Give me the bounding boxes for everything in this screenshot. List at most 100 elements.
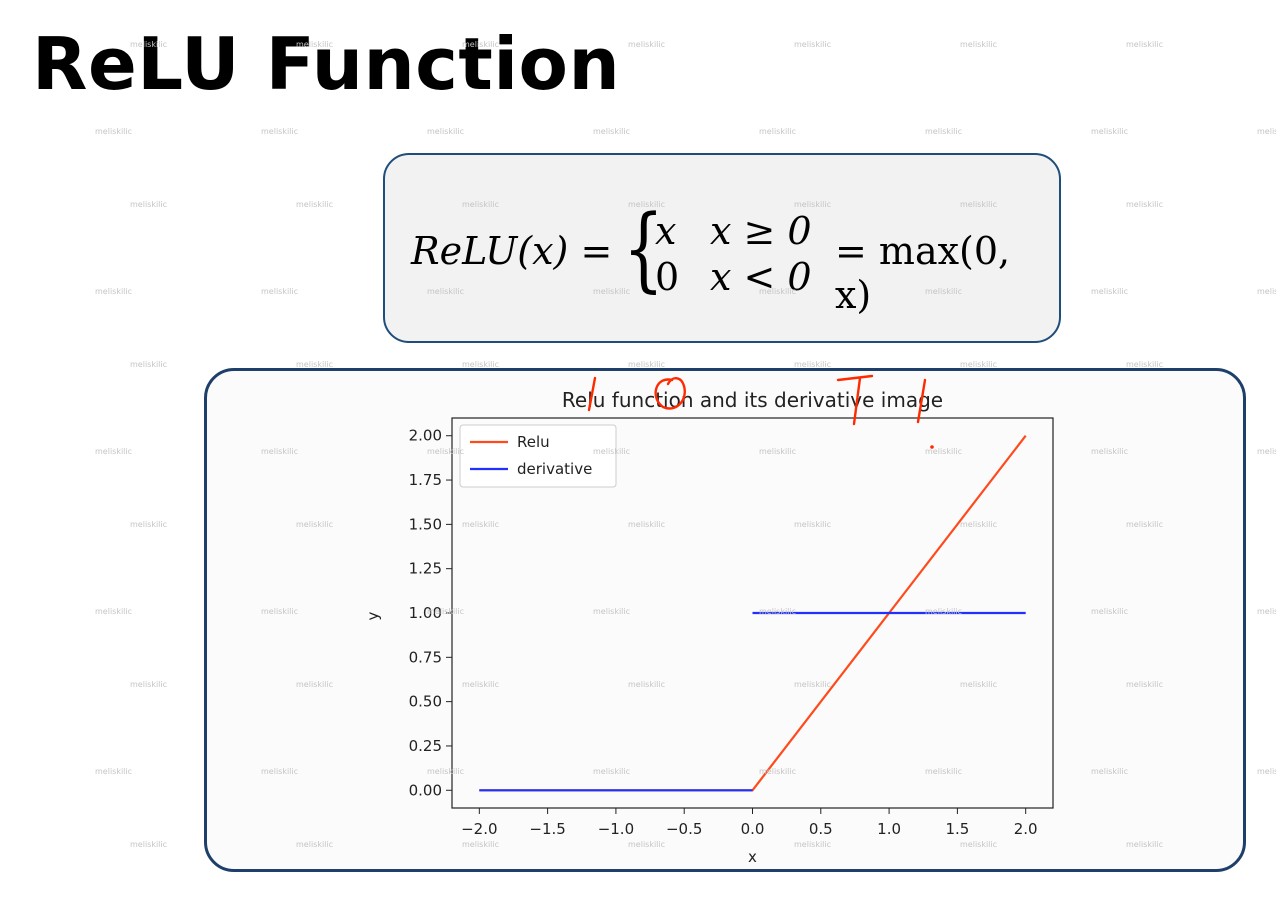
watermark-text: meliskilic [95, 607, 133, 616]
y-tick-label: 0.75 [409, 648, 442, 666]
watermark-text: meliskilic [130, 200, 168, 209]
watermark-text: meliskilic [462, 40, 500, 49]
formula-case1-condition: x ≥ 0 [710, 209, 812, 253]
watermark-text: meliskilic [593, 607, 631, 616]
x-tick-label: 1.5 [945, 820, 969, 838]
watermark-text: meliskilic [261, 767, 299, 776]
watermark-text: meliskilic [261, 447, 299, 456]
watermark-text: meliskilic [960, 840, 998, 849]
slide-title: ReLU Function [32, 22, 621, 106]
watermark-text: meliskilic [462, 200, 500, 209]
watermark-text: meliskilic [130, 520, 168, 529]
y-tick-label: 1.50 [409, 515, 442, 533]
watermark-text: meliskilic [1091, 767, 1129, 776]
y-axis-label: y [364, 611, 382, 620]
watermark-text: meliskilic [296, 40, 334, 49]
watermark-text: meliskilic [593, 287, 631, 296]
watermark-text: meliskilic [593, 447, 631, 456]
handwritten-dot-mark [930, 445, 934, 449]
watermark-text: meliskilic [130, 840, 168, 849]
watermark-text: meliskilic [130, 40, 168, 49]
watermark-text: meliskilic [462, 680, 500, 689]
formula-brace: { [623, 195, 664, 302]
formula-case2-condition: x < 0 [710, 255, 812, 299]
watermark-text: meliskilic [1091, 127, 1129, 136]
watermark-text: meliskilic [1257, 127, 1276, 136]
watermark-text: meliskilic [95, 287, 133, 296]
watermark-text: meliskilic [296, 520, 334, 529]
watermark-text: meliskilic [794, 680, 832, 689]
watermark-text: meliskilic [95, 127, 133, 136]
handwritten-zero-mark [654, 377, 686, 410]
watermark-text: meliskilic [1091, 607, 1129, 616]
watermark-text: meliskilic [296, 840, 334, 849]
x-tick-label: 0.5 [809, 820, 833, 838]
x-tick-label: −2.0 [461, 820, 497, 838]
watermark-text: meliskilic [925, 447, 963, 456]
watermark-text: meliskilic [759, 287, 797, 296]
watermark-text: meliskilic [1257, 607, 1276, 616]
formula-rhs: = max(0, x) [835, 229, 1011, 317]
watermark-text: meliskilic [960, 520, 998, 529]
watermark-text: meliskilic [130, 680, 168, 689]
y-tick-label: 0.50 [409, 693, 442, 711]
watermark-text: meliskilic [925, 607, 963, 616]
watermark-text: meliskilic [1257, 447, 1276, 456]
watermark-text: meliskilic [1126, 360, 1164, 369]
watermark-text: meliskilic [960, 200, 998, 209]
watermark-text: meliskilic [296, 200, 334, 209]
y-tick-label: 0.25 [409, 737, 442, 755]
watermark-text: meliskilic [960, 680, 998, 689]
watermark-text: meliskilic [628, 200, 666, 209]
watermark-text: meliskilic [427, 287, 465, 296]
x-axis-label: x [748, 848, 757, 866]
formula-case2-value: 0 [655, 255, 680, 299]
legend-box [459, 424, 617, 488]
y-tick-label: 2.00 [409, 427, 442, 445]
watermark-text: meliskilic [1257, 287, 1276, 296]
watermark-text: meliskilic [261, 287, 299, 296]
relu-formula: ReLU(x) = { x x ≥ 0 0 x < 0 = max(0, x) [405, 155, 1055, 341]
legend-label-derivative: derivative [517, 460, 592, 478]
formula-case1-value: x [655, 209, 677, 253]
watermark-text: meliskilic [261, 607, 299, 616]
watermark-text: meliskilic [925, 767, 963, 776]
watermark-text: meliskilic [427, 767, 465, 776]
watermark-text: meliskilic [759, 767, 797, 776]
watermark-text: meliskilic [628, 520, 666, 529]
x-tick-label: 0.0 [741, 820, 765, 838]
watermark-text: meliskilic [296, 680, 334, 689]
watermark-text: meliskilic [462, 840, 500, 849]
watermark-text: meliskilic [628, 360, 666, 369]
watermark-text: meliskilic [925, 287, 963, 296]
watermark-text: meliskilic [794, 40, 832, 49]
watermark-text: meliskilic [130, 360, 168, 369]
watermark-text: meliskilic [628, 40, 666, 49]
y-tick-label: 1.75 [409, 471, 442, 489]
watermark-text: meliskilic [462, 360, 500, 369]
watermark-text: meliskilic [794, 200, 832, 209]
watermark-text: meliskilic [296, 360, 334, 369]
watermark-text: meliskilic [95, 767, 133, 776]
chart-title: Relu function and its derivative image [562, 388, 943, 412]
watermark-text: meliskilic [628, 680, 666, 689]
watermark-text: meliskilic [925, 127, 963, 136]
x-tick-label: −1.0 [598, 820, 634, 838]
watermark-text: meliskilic [1126, 840, 1164, 849]
y-tick-label: 0.00 [409, 781, 442, 799]
x-tick-label: −1.5 [529, 820, 565, 838]
formula-lhs: ReLU(x) = [411, 229, 613, 273]
watermark-text: meliskilic [427, 447, 465, 456]
x-tick-label: 2.0 [1014, 820, 1038, 838]
watermark-text: meliskilic [1091, 287, 1129, 296]
x-tick-label: −0.5 [666, 820, 702, 838]
watermark-text: meliskilic [1126, 200, 1164, 209]
watermark-text: meliskilic [960, 40, 998, 49]
watermark-text: meliskilic [794, 840, 832, 849]
y-tick-label: 1.00 [409, 604, 442, 622]
legend-label-relu: Relu [517, 433, 550, 451]
watermark-text: meliskilic [628, 840, 666, 849]
watermark-text: meliskilic [95, 447, 133, 456]
watermark-text: meliskilic [794, 360, 832, 369]
